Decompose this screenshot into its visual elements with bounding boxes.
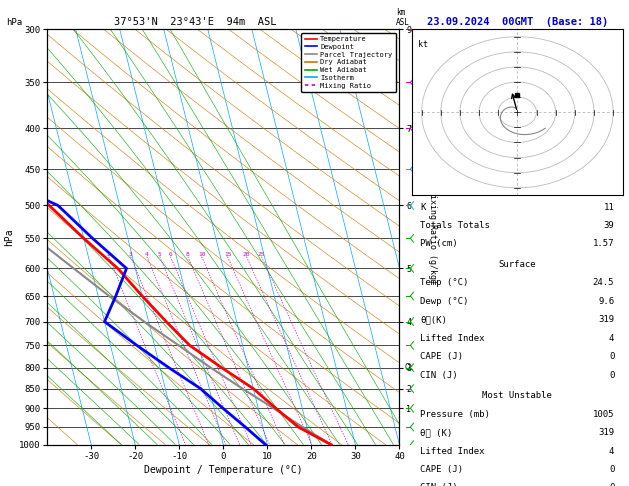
X-axis label: Dewpoint / Temperature (°C): Dewpoint / Temperature (°C)	[144, 465, 303, 475]
Text: Lifted Index: Lifted Index	[420, 334, 485, 343]
Text: 0: 0	[609, 465, 615, 474]
Text: Pressure (mb): Pressure (mb)	[420, 410, 490, 418]
Text: 0: 0	[609, 352, 615, 361]
Text: Lifted Index: Lifted Index	[420, 447, 485, 455]
Text: 10: 10	[198, 252, 206, 257]
Text: Totals Totals: Totals Totals	[420, 221, 490, 230]
Text: Dewp (°C): Dewp (°C)	[420, 297, 469, 306]
Text: 24.5: 24.5	[593, 278, 615, 287]
Text: 23.09.2024  00GMT  (Base: 18): 23.09.2024 00GMT (Base: 18)	[426, 17, 608, 27]
Text: Surface: Surface	[499, 260, 536, 269]
Text: 319: 319	[598, 315, 615, 324]
Text: hPa: hPa	[6, 17, 23, 27]
Text: K: K	[420, 203, 426, 211]
Text: PW (cm): PW (cm)	[420, 240, 458, 248]
Text: Most Unstable: Most Unstable	[482, 391, 552, 400]
Text: 3: 3	[129, 252, 133, 257]
Text: 15: 15	[224, 252, 231, 257]
Text: 2: 2	[107, 252, 111, 257]
Text: CAPE (J): CAPE (J)	[420, 465, 464, 474]
Legend: Temperature, Dewpoint, Parcel Trajectory, Dry Adiabat, Wet Adiabat, Isotherm, Mi: Temperature, Dewpoint, Parcel Trajectory…	[301, 33, 396, 92]
Text: 0: 0	[609, 484, 615, 486]
Y-axis label: Mixing Ratio (g/kg): Mixing Ratio (g/kg)	[428, 190, 437, 284]
Text: 4: 4	[609, 334, 615, 343]
Text: 20: 20	[243, 252, 250, 257]
Text: 1.57: 1.57	[593, 240, 615, 248]
Text: km
ASL: km ASL	[396, 8, 410, 27]
Text: θᴇ (K): θᴇ (K)	[420, 428, 453, 437]
Y-axis label: hPa: hPa	[4, 228, 14, 246]
Text: Temp (°C): Temp (°C)	[420, 278, 469, 287]
Text: 25: 25	[258, 252, 265, 257]
Text: 11: 11	[604, 203, 615, 211]
Text: 319: 319	[598, 428, 615, 437]
Text: 0: 0	[609, 371, 615, 380]
Text: 9.6: 9.6	[598, 297, 615, 306]
Text: CAPE (J): CAPE (J)	[420, 352, 464, 361]
Text: 8: 8	[186, 252, 190, 257]
Text: 37°53'N  23°43'E  94m  ASL: 37°53'N 23°43'E 94m ASL	[114, 17, 276, 27]
Text: CIN (J): CIN (J)	[420, 371, 458, 380]
Text: 4: 4	[145, 252, 149, 257]
Text: θᴇ(K): θᴇ(K)	[420, 315, 447, 324]
Text: 5: 5	[158, 252, 162, 257]
Text: 39: 39	[604, 221, 615, 230]
Text: 4: 4	[609, 447, 615, 455]
Text: 1005: 1005	[593, 410, 615, 418]
Text: CIN (J): CIN (J)	[420, 484, 458, 486]
Text: 6: 6	[169, 252, 172, 257]
Text: kt: kt	[418, 40, 428, 49]
Text: CL: CL	[405, 363, 415, 372]
